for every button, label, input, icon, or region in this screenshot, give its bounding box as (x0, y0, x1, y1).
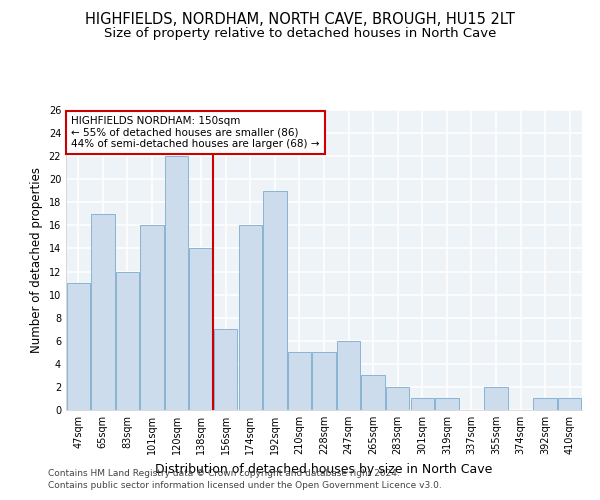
Bar (239, 226, 262, 410)
Bar (214, 329, 238, 410)
Bar (91, 214, 115, 410)
Bar (288, 352, 311, 410)
Bar (337, 341, 360, 410)
Bar (533, 398, 557, 410)
Text: HIGHFIELDS, NORDHAM, NORTH CAVE, BROUGH, HU15 2LT: HIGHFIELDS, NORDHAM, NORTH CAVE, BROUGH,… (85, 12, 515, 28)
Bar (190, 248, 213, 410)
Bar (116, 272, 139, 410)
Y-axis label: Number of detached properties: Number of detached properties (30, 167, 43, 353)
Bar (140, 226, 164, 410)
Bar (484, 387, 508, 410)
Bar (67, 283, 90, 410)
Text: Contains HM Land Registry data © Crown copyright and database right 2024.: Contains HM Land Registry data © Crown c… (48, 468, 400, 477)
Bar (263, 191, 287, 410)
Bar (558, 398, 581, 410)
Bar (165, 156, 188, 410)
Bar (361, 376, 385, 410)
Text: HIGHFIELDS NORDHAM: 150sqm
← 55% of detached houses are smaller (86)
44% of semi: HIGHFIELDS NORDHAM: 150sqm ← 55% of deta… (71, 116, 320, 149)
Text: Contains public sector information licensed under the Open Government Licence v3: Contains public sector information licen… (48, 481, 442, 490)
Bar (313, 352, 335, 410)
Bar (410, 398, 434, 410)
Text: Size of property relative to detached houses in North Cave: Size of property relative to detached ho… (104, 28, 496, 40)
Bar (386, 387, 409, 410)
Bar (435, 398, 458, 410)
X-axis label: Distribution of detached houses by size in North Cave: Distribution of detached houses by size … (155, 462, 493, 475)
